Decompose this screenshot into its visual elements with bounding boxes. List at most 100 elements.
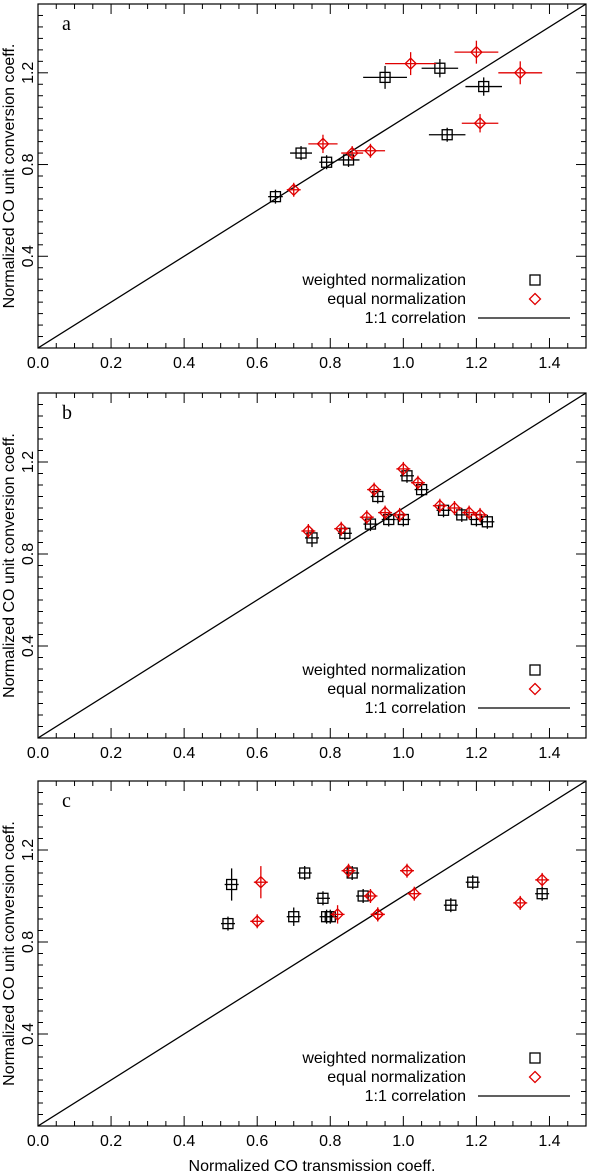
square-marker	[478, 80, 490, 93]
equal-point	[301, 524, 316, 538]
x-tick-label: 0.6	[246, 745, 268, 762]
square-marker	[536, 888, 548, 900]
diamond-marker	[334, 522, 348, 536]
y-tick-label: 0.4	[20, 245, 37, 267]
panel-label: c	[62, 790, 71, 812]
panel-a: 0.0 0.2 0.4 0.6 0.8 1.0 1.2 1.40.40.81.2Normali…	[1, 3, 587, 372]
diamond-marker	[404, 57, 418, 71]
equal-point	[341, 863, 356, 878]
legend-label: weighted normalization	[301, 662, 466, 679]
weighted-point	[290, 146, 312, 161]
square-marker	[481, 516, 494, 528]
diamond-marker	[364, 889, 377, 903]
weighted-point	[465, 875, 480, 890]
x-tick-label: 1.4	[538, 1133, 560, 1150]
diamond-marker	[254, 875, 268, 889]
weighted-point	[319, 155, 334, 170]
weighted-point	[268, 189, 283, 204]
panel-c: 0.0 0.2 0.4 0.6 0.8 1.0 1.2 1.40.40.81.2Normali…	[1, 780, 587, 1150]
one-to-one-line	[38, 393, 586, 738]
equal-point	[385, 52, 437, 76]
weighted-point	[428, 127, 466, 142]
weighted-point	[286, 907, 301, 926]
diamond-marker	[342, 864, 355, 878]
equal-point	[250, 914, 265, 929]
diamond-marker	[462, 506, 476, 520]
weighted-point	[421, 59, 459, 78]
x-tick-label: 0.4	[173, 1133, 195, 1150]
square-marker	[317, 892, 329, 904]
x-tick-label: 0.4	[173, 745, 195, 762]
y-tick-label: 0.8	[20, 153, 37, 175]
x-tick-label: 1.0	[392, 1133, 414, 1150]
y-tick-label: 1.2	[20, 62, 37, 84]
equal-point	[396, 461, 411, 476]
square-marker	[467, 876, 479, 888]
square-marker	[299, 867, 311, 879]
legend: weighted normalization equal normalizatio…	[301, 662, 570, 717]
weighted-point	[315, 891, 330, 906]
diamond-marker	[360, 510, 374, 524]
square-marker	[320, 156, 333, 168]
panel-label: a	[62, 13, 71, 35]
y-axis-title: Normalized CO unit conversion coeff.	[1, 433, 18, 698]
diamond-marker	[250, 914, 264, 928]
y-axis-title: Normalized CO unit conversion coeff.	[1, 821, 18, 1086]
weighted-point	[363, 65, 407, 89]
diamond-marker	[331, 907, 344, 921]
equal-point	[253, 866, 268, 899]
equal-point	[367, 482, 382, 497]
panel-label: b	[62, 402, 72, 424]
diamond-marker	[364, 144, 377, 158]
diamond-marker	[448, 501, 461, 515]
legend-diamond-marker	[528, 682, 542, 696]
square-marker	[225, 878, 238, 891]
equal-point	[399, 863, 414, 878]
legend-label: weighted normalization	[301, 272, 466, 289]
y-axis-title: Normalized CO unit conversion coeff.	[1, 44, 18, 309]
diamond-marker	[378, 506, 392, 520]
x-tick-label: 0.0	[27, 745, 49, 762]
y-tick-label: 1.2	[20, 839, 37, 861]
x-tick-label: 0.6	[246, 355, 268, 372]
y-tick-label: 0.8	[20, 931, 37, 953]
weighted-point	[535, 886, 550, 901]
legend-square-marker	[529, 664, 541, 676]
equal-point	[355, 143, 386, 158]
x-tick-label: 0.2	[100, 355, 122, 372]
diamond-marker	[393, 508, 407, 522]
x-tick-label: 0.8	[319, 355, 341, 372]
diamond-marker	[433, 499, 447, 513]
square-marker	[379, 71, 391, 84]
equal-point	[407, 886, 422, 901]
diamond-marker	[367, 483, 381, 497]
weighted-point	[305, 528, 319, 548]
square-marker	[295, 147, 307, 159]
diamond-marker	[396, 462, 410, 476]
y-tick-label: 0.8	[20, 543, 37, 565]
diamond-marker	[411, 476, 425, 490]
legend: weighted normalization equal normalizatio…	[301, 1050, 570, 1105]
equal-point	[378, 505, 393, 520]
equal-point	[513, 895, 528, 910]
diamond-marker	[513, 896, 527, 910]
equal-point	[432, 498, 447, 513]
x-tick-label: 1.0	[392, 745, 414, 762]
diamond-marker	[513, 66, 527, 80]
x-tick-label: 0.0	[27, 1133, 49, 1150]
diamond-marker	[287, 183, 301, 197]
square-marker	[441, 129, 453, 141]
square-marker	[445, 899, 457, 911]
y-tick-label: 0.4	[20, 1023, 37, 1045]
diamond-marker	[469, 45, 483, 59]
x-tick-label: 0.6	[246, 1133, 268, 1150]
weighted-point	[480, 514, 495, 529]
diamond-marker	[301, 524, 315, 538]
x-tick-label: 1.2	[465, 355, 487, 372]
legend-label: weighted normalization	[301, 1050, 466, 1067]
diamond-marker	[407, 887, 421, 901]
legend-diamond-marker	[528, 1070, 542, 1084]
equal-point	[462, 505, 477, 520]
weighted-point	[220, 916, 235, 931]
legend-label: equal normalization	[327, 681, 466, 698]
